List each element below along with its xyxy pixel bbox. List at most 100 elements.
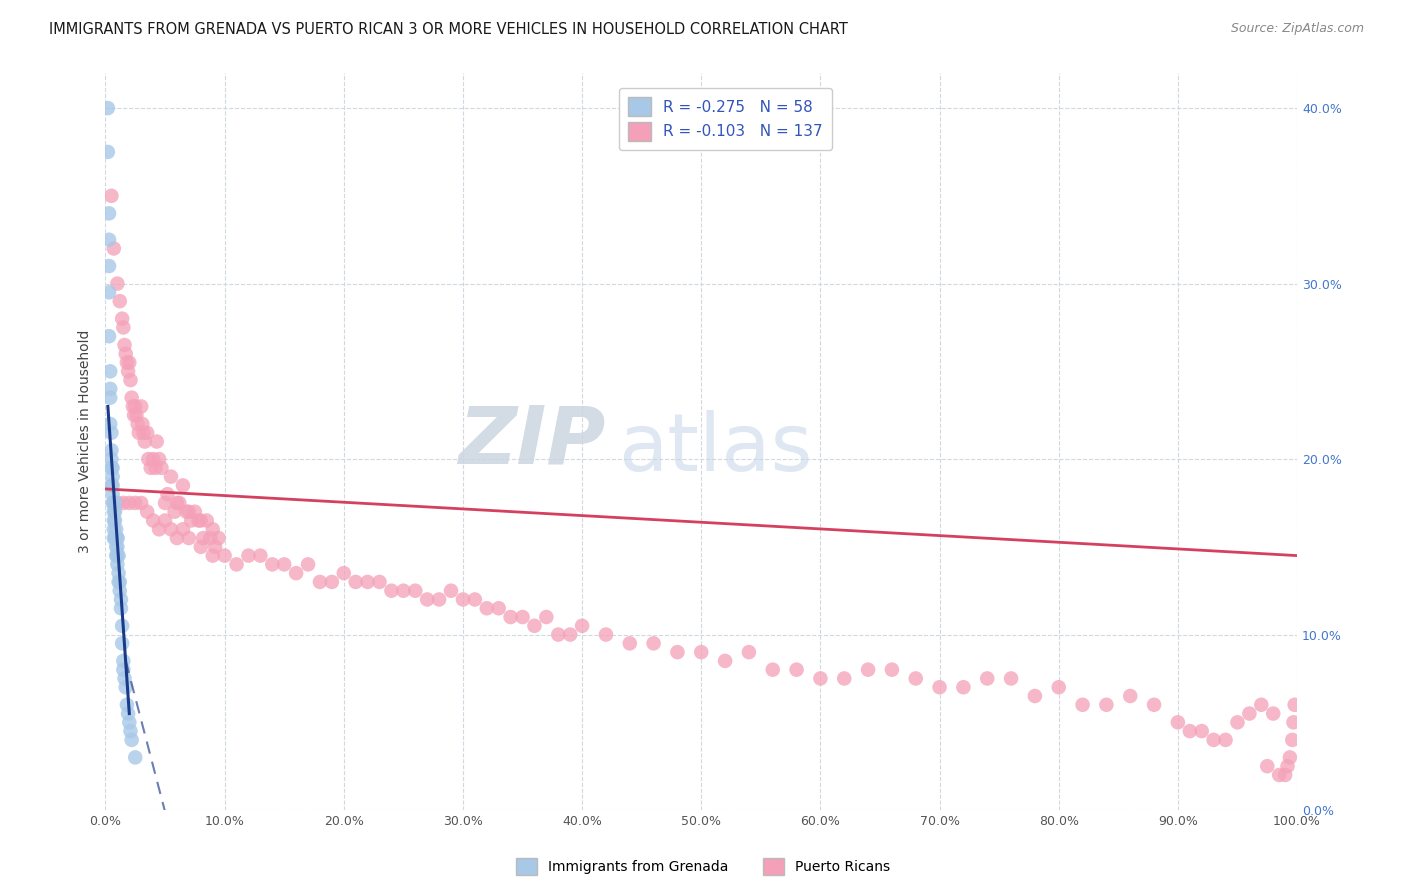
Point — [309, 574, 332, 589]
Point — [114, 672, 136, 686]
Point — [928, 680, 950, 694]
Point — [208, 531, 231, 545]
Point — [124, 750, 146, 764]
Point — [105, 531, 128, 545]
Point — [103, 496, 125, 510]
Point — [832, 672, 855, 686]
Point — [464, 592, 486, 607]
Point — [100, 478, 122, 492]
Point — [404, 583, 426, 598]
Point — [1143, 698, 1166, 712]
Point — [103, 242, 125, 256]
Point — [124, 496, 146, 510]
Point — [104, 514, 127, 528]
Point — [150, 461, 173, 475]
Point — [416, 592, 439, 607]
Y-axis label: 3 or more Vehicles in Household: 3 or more Vehicles in Household — [79, 330, 93, 553]
Point — [810, 672, 832, 686]
Point — [125, 408, 148, 422]
Point — [112, 496, 135, 510]
Point — [160, 469, 183, 483]
Point — [187, 514, 209, 528]
Point — [98, 382, 121, 396]
Point — [619, 636, 641, 650]
Point — [762, 663, 785, 677]
Point — [172, 522, 194, 536]
Point — [1277, 759, 1299, 773]
Point — [114, 338, 136, 352]
Point — [297, 558, 319, 572]
Point — [98, 233, 121, 247]
Point — [160, 522, 183, 536]
Point — [1000, 672, 1022, 686]
Point — [105, 549, 128, 563]
Point — [262, 558, 284, 572]
Point — [169, 496, 191, 510]
Legend: Immigrants from Grenada, Puerto Ricans: Immigrants from Grenada, Puerto Ricans — [510, 853, 896, 880]
Point — [321, 574, 343, 589]
Point — [98, 259, 121, 273]
Point — [547, 627, 569, 641]
Point — [105, 558, 128, 572]
Point — [104, 531, 127, 545]
Point — [1071, 698, 1094, 712]
Point — [512, 610, 534, 624]
Point — [114, 347, 136, 361]
Point — [110, 601, 132, 615]
Point — [105, 540, 128, 554]
Point — [166, 531, 188, 545]
Text: Source: ZipAtlas.com: Source: ZipAtlas.com — [1230, 22, 1364, 36]
Point — [427, 592, 450, 607]
Point — [105, 496, 128, 510]
Point — [122, 408, 145, 422]
Point — [108, 583, 131, 598]
Point — [153, 496, 176, 510]
Point — [100, 189, 122, 203]
Point — [100, 425, 122, 440]
Point — [536, 610, 558, 624]
Point — [176, 505, 198, 519]
Point — [120, 373, 142, 387]
Point — [1281, 732, 1303, 747]
Point — [101, 469, 124, 483]
Point — [177, 531, 200, 545]
Legend: R = -0.275   N = 58, R = -0.103   N = 137: R = -0.275 N = 58, R = -0.103 N = 137 — [619, 88, 831, 150]
Point — [1191, 724, 1213, 739]
Point — [1095, 698, 1118, 712]
Point — [98, 329, 121, 343]
Point — [666, 645, 689, 659]
Point — [156, 487, 179, 501]
Point — [105, 522, 128, 536]
Point — [904, 672, 927, 686]
Point — [201, 549, 224, 563]
Point — [97, 101, 120, 115]
Point — [153, 514, 176, 528]
Point — [131, 417, 153, 431]
Point — [1278, 750, 1301, 764]
Point — [107, 574, 129, 589]
Point — [1263, 706, 1285, 721]
Point — [451, 592, 474, 607]
Point — [121, 391, 143, 405]
Point — [121, 732, 143, 747]
Point — [142, 452, 165, 467]
Point — [115, 355, 138, 369]
Point — [124, 400, 146, 414]
Point — [136, 425, 159, 440]
Point — [571, 619, 593, 633]
Point — [108, 574, 131, 589]
Point — [392, 583, 415, 598]
Point — [738, 645, 761, 659]
Point — [118, 355, 141, 369]
Point — [1268, 768, 1291, 782]
Point — [105, 531, 128, 545]
Point — [98, 391, 121, 405]
Point — [101, 496, 124, 510]
Point — [101, 487, 124, 501]
Text: IMMIGRANTS FROM GRENADA VS PUERTO RICAN 3 OR MORE VEHICLES IN HOUSEHOLD CORRELAT: IMMIGRANTS FROM GRENADA VS PUERTO RICAN … — [49, 22, 848, 37]
Point — [101, 461, 124, 475]
Point — [344, 574, 367, 589]
Point — [128, 425, 150, 440]
Point — [440, 583, 463, 598]
Point — [134, 434, 156, 449]
